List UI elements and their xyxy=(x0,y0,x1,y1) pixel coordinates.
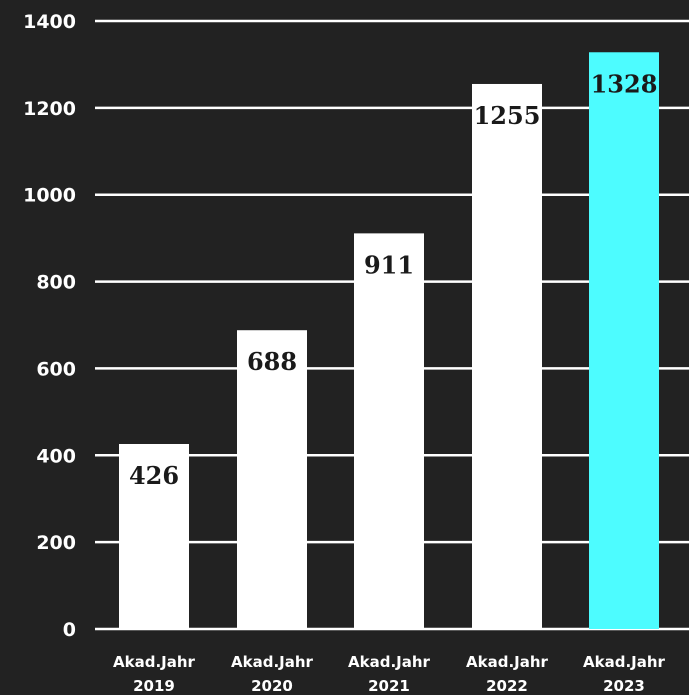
y-tick-label: 600 xyxy=(36,358,76,380)
x-tick-line: 2022 xyxy=(486,677,528,695)
x-tick-line: Akad.Jahr xyxy=(348,653,431,671)
y-tick-label: 1000 xyxy=(23,185,76,207)
data-label: 426 xyxy=(129,461,179,490)
x-tick-label: Akad.Jahr 2023 xyxy=(583,653,666,695)
bars xyxy=(119,52,659,630)
bar xyxy=(354,233,424,629)
x-tick-line: Akad.Jahr xyxy=(231,653,314,671)
data-label: 1328 xyxy=(591,69,658,98)
x-tick-line: 2019 xyxy=(133,677,175,695)
data-labels: 426 688 911 1255 1328 xyxy=(129,69,657,490)
y-tick-label: 800 xyxy=(36,272,76,294)
bar xyxy=(237,330,307,629)
x-tick-line: Akad.Jahr xyxy=(113,653,196,671)
bar xyxy=(589,52,659,630)
data-label: 688 xyxy=(247,347,297,376)
x-tick-line: Akad.Jahr xyxy=(466,653,549,671)
x-tick-line: 2020 xyxy=(251,677,293,695)
x-tick-label: Akad.Jahr 2022 xyxy=(466,653,549,695)
x-tick-label: Akad.Jahr 2019 xyxy=(113,653,196,695)
data-label: 911 xyxy=(364,250,414,279)
x-tick-line: Akad.Jahr xyxy=(583,653,666,671)
x-tick-label: Akad.Jahr 2021 xyxy=(348,653,431,695)
y-axis-ticks: 0 200 400 600 800 1000 1200 1400 xyxy=(23,11,76,641)
data-label: 1255 xyxy=(474,101,541,130)
x-tick-line: 2023 xyxy=(603,677,645,695)
y-tick-label: 400 xyxy=(36,445,76,467)
bar xyxy=(119,443,189,629)
x-tick-label: Akad.Jahr 2020 xyxy=(231,653,314,695)
y-tick-label: 0 xyxy=(63,619,76,641)
y-tick-label: 200 xyxy=(36,532,76,554)
y-tick-label: 1400 xyxy=(23,11,76,33)
bar xyxy=(472,83,542,629)
x-tick-line: 2021 xyxy=(368,677,410,695)
y-tick-label: 1200 xyxy=(23,98,76,120)
